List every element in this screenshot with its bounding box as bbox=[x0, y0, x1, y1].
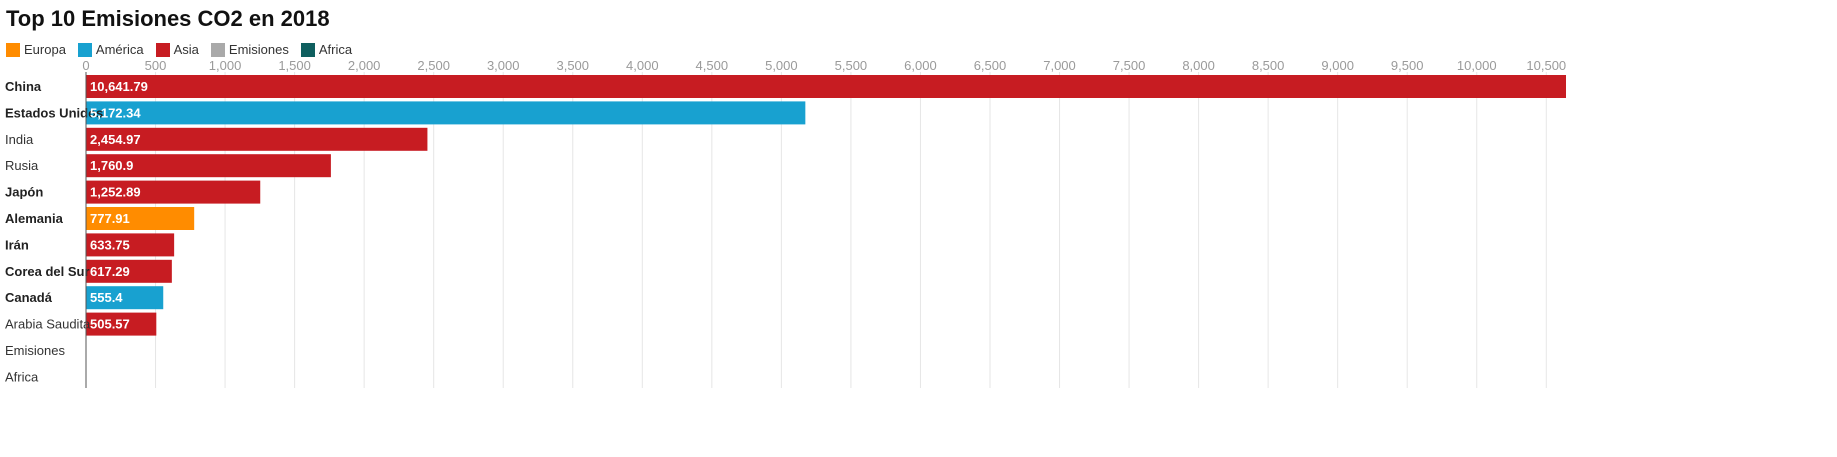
category-label: Alemania bbox=[5, 211, 64, 226]
legend-label: Emisiones bbox=[228, 42, 289, 57]
x-tick-label: 1,500 bbox=[278, 58, 311, 73]
x-tick-label: 0 bbox=[82, 58, 89, 73]
x-tick-label: 3,500 bbox=[556, 58, 589, 73]
bar[interactable] bbox=[86, 207, 195, 230]
bar[interactable] bbox=[86, 312, 157, 336]
data-label: 1,252.89 bbox=[90, 185, 141, 200]
legend-item: Emisiones bbox=[210, 42, 289, 57]
legend-swatch bbox=[77, 42, 92, 57]
data-label: 633.75 bbox=[90, 237, 130, 252]
x-tick-label: 10,500 bbox=[1526, 58, 1566, 73]
bar[interactable] bbox=[86, 154, 331, 178]
legend-item: Africa bbox=[300, 42, 353, 57]
category-label: Emisiones bbox=[5, 343, 65, 358]
data-label: 777.91 bbox=[90, 211, 130, 226]
category-label: Africa bbox=[5, 369, 39, 384]
category-label: Canadá bbox=[5, 290, 53, 305]
x-tick-label: 2,000 bbox=[348, 58, 381, 73]
chart-legend: Europa América Asia Emisiones Africa bbox=[6, 42, 352, 57]
bar[interactable] bbox=[86, 101, 806, 125]
x-tick-label: 5,500 bbox=[835, 58, 868, 73]
x-tick-label: 4,500 bbox=[696, 58, 729, 73]
x-tick-label: 10,000 bbox=[1457, 58, 1497, 73]
bars bbox=[86, 75, 1566, 336]
legend-label: Africa bbox=[318, 42, 353, 57]
legend-label: Asia bbox=[173, 42, 199, 57]
x-axis-ticks: 0 500 1,000 1,500 2,000 2,500 3,000 3,500 4,000 4… bbox=[82, 58, 1566, 73]
x-tick-label: 9,000 bbox=[1321, 58, 1354, 73]
legend-item: Europa bbox=[6, 42, 66, 57]
category-label: Japón bbox=[5, 185, 43, 200]
x-tick-label: 9,500 bbox=[1391, 58, 1424, 73]
category-label: Irán bbox=[5, 237, 29, 252]
x-tick-label: 3,000 bbox=[487, 58, 520, 73]
category-label: Estados Unidos bbox=[5, 105, 103, 120]
legend-swatch bbox=[155, 42, 170, 57]
chart-title: Top 10 Emisiones CO2 en 2018 bbox=[6, 6, 330, 31]
x-tick-label: 1,000 bbox=[209, 58, 242, 73]
bar[interactable] bbox=[86, 75, 1566, 98]
bar[interactable] bbox=[86, 127, 428, 151]
legend-item: América bbox=[77, 42, 144, 57]
data-labels: 10,641.79 5,172.34 2,454.97 1,760.9 1,252.89… bbox=[90, 79, 148, 332]
category-label: Rusia bbox=[5, 158, 39, 173]
legend-label: Europa bbox=[24, 42, 66, 57]
category-label: Arabia Saudita bbox=[5, 317, 91, 332]
bar[interactable] bbox=[86, 286, 164, 310]
x-tick-label: 6,500 bbox=[974, 58, 1007, 73]
category-label: Corea del Sur bbox=[5, 264, 90, 279]
x-tick-label: 8,000 bbox=[1182, 58, 1215, 73]
x-tick-label: 7,000 bbox=[1043, 58, 1076, 73]
legend-label: América bbox=[95, 42, 144, 57]
legend-swatch bbox=[6, 42, 20, 57]
x-tick-label: 4,000 bbox=[626, 58, 659, 73]
gridlines bbox=[85, 72, 1547, 388]
x-tick-label: 7,500 bbox=[1113, 58, 1146, 73]
category-label: India bbox=[5, 132, 34, 147]
x-tick-label: 6,000 bbox=[904, 58, 937, 73]
category-labels: China Estados Unidos India Rusia Japón Aleman… bbox=[5, 79, 103, 384]
legend-swatch bbox=[210, 42, 225, 57]
data-label: 617.29 bbox=[90, 264, 130, 279]
bar[interactable] bbox=[86, 233, 175, 257]
bar[interactable] bbox=[86, 180, 261, 204]
legend-item: Asia bbox=[155, 42, 199, 57]
x-tick-label: 2,500 bbox=[417, 58, 450, 73]
category-label: China bbox=[5, 79, 42, 94]
data-label: 505.57 bbox=[90, 317, 130, 332]
data-label: 1,760.9 bbox=[90, 158, 133, 173]
bar[interactable] bbox=[86, 259, 172, 283]
data-label: 555.4 bbox=[90, 290, 123, 305]
x-tick-label: 5,000 bbox=[765, 58, 798, 73]
x-tick-label: 8,500 bbox=[1252, 58, 1285, 73]
data-label: 10,641.79 bbox=[90, 79, 148, 94]
legend-swatch bbox=[300, 42, 315, 57]
data-label: 2,454.97 bbox=[90, 132, 141, 147]
data-label: 5,172.34 bbox=[90, 105, 141, 120]
x-tick-label: 500 bbox=[145, 58, 167, 73]
